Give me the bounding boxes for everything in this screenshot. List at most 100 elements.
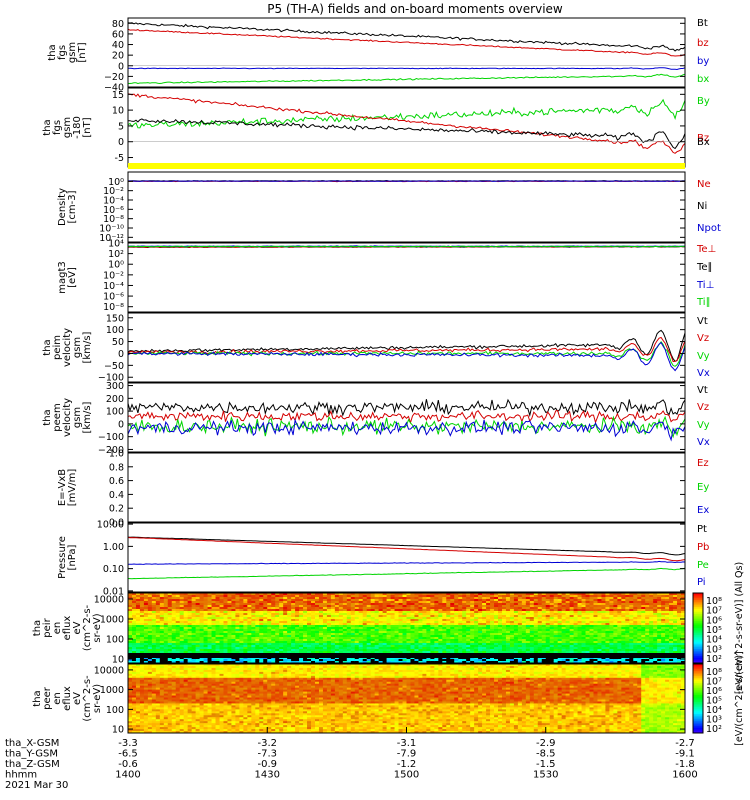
spectrogram-cell bbox=[147, 615, 153, 618]
spectrogram-cell bbox=[458, 603, 463, 606]
spectrogram-cell bbox=[251, 661, 256, 664]
spectrogram-cell bbox=[366, 615, 372, 618]
spectrogram-cell bbox=[135, 639, 141, 642]
spectrogram-cell bbox=[414, 641, 419, 644]
spectrogram-cell bbox=[533, 639, 539, 642]
spectrogram-cell bbox=[191, 627, 197, 630]
spectrogram-cell bbox=[378, 661, 384, 664]
spectrogram-cell bbox=[581, 613, 587, 616]
spectrogram-cell bbox=[418, 649, 423, 652]
spectrogram-cell bbox=[195, 637, 201, 640]
spectrogram-cell bbox=[279, 595, 284, 598]
spectrogram-cell bbox=[601, 615, 606, 618]
spectrogram-cell bbox=[235, 613, 240, 616]
spectrogram-cell bbox=[557, 633, 563, 636]
spectrogram-cell bbox=[470, 625, 475, 628]
spectrogram-cell bbox=[143, 635, 149, 638]
spectrogram-cell bbox=[641, 645, 646, 648]
spectrogram-cell bbox=[505, 645, 511, 648]
spectrogram-cell bbox=[657, 651, 662, 654]
spectrogram-cell bbox=[525, 617, 531, 620]
legend-Ey: Ey bbox=[697, 482, 709, 493]
spectrogram-cell bbox=[633, 621, 638, 624]
spectrogram-cell bbox=[135, 641, 141, 644]
spectrogram-cell bbox=[191, 625, 197, 628]
spectrogram-cell bbox=[517, 657, 523, 660]
spectrogram-cell bbox=[358, 651, 364, 654]
spectrogram-cell bbox=[334, 639, 340, 642]
series-Vt bbox=[127, 329, 686, 362]
spectrogram-cell bbox=[613, 641, 618, 644]
spectrogram-cell bbox=[235, 607, 240, 610]
spectrogram-cell bbox=[342, 599, 348, 602]
spectrogram-cell bbox=[307, 595, 312, 598]
spectrogram-cell bbox=[553, 625, 559, 628]
spectrogram-cell bbox=[263, 629, 268, 632]
spectrogram-cell bbox=[179, 635, 185, 638]
spectrogram-cell bbox=[422, 607, 427, 610]
legend-Ni: Ni bbox=[697, 201, 707, 212]
spectrogram-cell bbox=[135, 627, 141, 630]
spectrogram-cell bbox=[509, 615, 515, 618]
spectrogram-cell bbox=[135, 605, 141, 608]
spectrogram-cell bbox=[291, 607, 296, 610]
spectrogram-cell bbox=[498, 649, 503, 652]
spectrogram-cell bbox=[494, 597, 499, 600]
spectrogram-cell bbox=[406, 633, 411, 636]
spectrogram-cell bbox=[322, 615, 328, 618]
spectrogram-cell bbox=[155, 659, 161, 662]
spectrogram-cell bbox=[645, 595, 650, 598]
spectrogram-cell bbox=[621, 639, 626, 642]
spectrogram-cell bbox=[509, 657, 515, 660]
spectrogram-cell bbox=[513, 637, 519, 640]
spectrogram-cell bbox=[243, 641, 248, 644]
spectrogram-cell bbox=[434, 609, 439, 612]
spectrogram-cell bbox=[394, 593, 400, 596]
spectrogram-cell bbox=[382, 643, 388, 646]
spectrogram-cell bbox=[362, 601, 368, 604]
spectrogram-cell bbox=[318, 609, 324, 612]
spectrogram-cell bbox=[625, 619, 630, 622]
spectrogram-cell bbox=[498, 619, 503, 622]
spectrogram-cell bbox=[275, 659, 280, 662]
spectrogram-cell bbox=[267, 651, 272, 654]
spectrogram-cell bbox=[509, 635, 515, 638]
legend-Ti⊥: Ti⊥ bbox=[696, 280, 714, 291]
spectrogram-cell bbox=[303, 635, 308, 638]
spectrogram-cell bbox=[529, 613, 535, 616]
spectrogram-cell bbox=[295, 639, 300, 642]
spectrogram-cell bbox=[645, 605, 650, 608]
spectrogram-cell bbox=[585, 657, 591, 660]
spectrogram-cell bbox=[474, 597, 479, 600]
spectrogram-cell bbox=[374, 617, 380, 620]
spectrogram-cell bbox=[466, 633, 471, 636]
spectrogram-cell bbox=[366, 601, 372, 604]
spectrogram-cell bbox=[565, 641, 571, 644]
spectrogram-cell bbox=[545, 625, 551, 628]
spectrogram-cell bbox=[211, 643, 217, 646]
spectrogram-cell bbox=[577, 603, 583, 606]
spectrogram-cell bbox=[649, 647, 654, 650]
spectrogram-cell bbox=[589, 597, 594, 600]
spectrogram-cell bbox=[378, 629, 384, 632]
spectrogram-cell bbox=[406, 617, 411, 620]
spectrogram-cell bbox=[438, 639, 443, 642]
spectrogram-cell bbox=[378, 605, 384, 608]
spectrogram-cell bbox=[617, 603, 622, 606]
spectrogram-cell bbox=[609, 611, 614, 614]
spectrogram-cell bbox=[366, 659, 372, 662]
spectrogram-cell bbox=[537, 635, 543, 638]
spectrogram-cell bbox=[354, 609, 360, 612]
spectrogram-cell bbox=[239, 627, 244, 630]
spectrogram-cell bbox=[454, 595, 459, 598]
spectrogram-cell bbox=[318, 661, 324, 664]
spectrogram-cell bbox=[482, 661, 487, 664]
spectrogram-cell bbox=[314, 659, 320, 662]
spectrogram-cell bbox=[342, 603, 348, 606]
spectrogram-cell bbox=[143, 607, 149, 610]
spectrogram-cell bbox=[279, 605, 284, 608]
spectrogram-cell bbox=[498, 603, 503, 606]
spectrogram-cell bbox=[128, 639, 133, 642]
spectrogram-cell bbox=[135, 647, 141, 650]
spectrogram-cell bbox=[159, 603, 165, 606]
